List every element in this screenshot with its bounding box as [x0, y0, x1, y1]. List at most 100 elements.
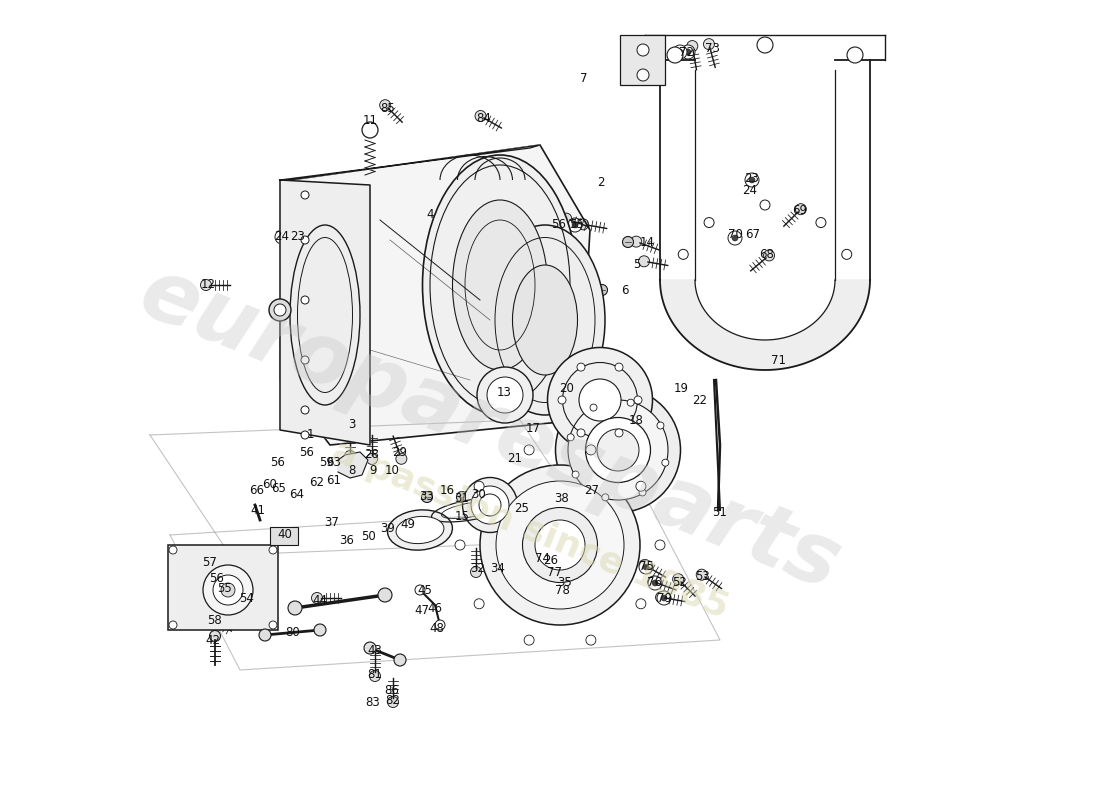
Text: 85: 85	[381, 102, 395, 114]
Circle shape	[639, 489, 646, 496]
Circle shape	[434, 620, 446, 630]
Circle shape	[279, 234, 285, 240]
Text: 63: 63	[327, 455, 341, 469]
Text: 56: 56	[210, 571, 224, 585]
Text: 37: 37	[324, 515, 340, 529]
Text: 34: 34	[491, 562, 505, 574]
Text: 46: 46	[428, 602, 442, 614]
Circle shape	[578, 219, 588, 230]
Circle shape	[586, 635, 596, 645]
Polygon shape	[338, 452, 368, 478]
Circle shape	[558, 396, 566, 404]
Circle shape	[568, 434, 574, 441]
Circle shape	[378, 588, 392, 602]
Circle shape	[634, 396, 642, 404]
Polygon shape	[280, 145, 540, 180]
Circle shape	[623, 237, 634, 247]
Circle shape	[314, 624, 326, 636]
Text: 20: 20	[560, 382, 574, 394]
Circle shape	[636, 482, 646, 491]
Text: 49: 49	[400, 518, 416, 531]
Circle shape	[637, 44, 649, 56]
Circle shape	[602, 494, 608, 501]
Text: 9: 9	[370, 463, 376, 477]
Circle shape	[696, 570, 707, 580]
Ellipse shape	[452, 200, 548, 370]
Text: 50: 50	[361, 530, 375, 543]
Circle shape	[301, 431, 309, 439]
Circle shape	[366, 454, 377, 465]
Text: 24: 24	[275, 230, 289, 243]
Text: 58: 58	[208, 614, 222, 626]
Circle shape	[816, 218, 826, 227]
Circle shape	[487, 377, 522, 413]
Circle shape	[169, 621, 177, 629]
Text: 44: 44	[312, 594, 328, 606]
Circle shape	[673, 45, 688, 59]
Text: 5: 5	[634, 258, 640, 270]
Circle shape	[728, 231, 743, 245]
Text: 57: 57	[202, 555, 218, 569]
Circle shape	[657, 422, 664, 429]
Text: 3: 3	[349, 418, 355, 431]
Circle shape	[301, 406, 309, 414]
Circle shape	[795, 204, 806, 214]
Text: 27: 27	[584, 483, 600, 497]
Text: 75: 75	[639, 561, 653, 574]
Circle shape	[704, 38, 715, 50]
Text: 52: 52	[672, 575, 688, 589]
Circle shape	[524, 445, 535, 455]
Circle shape	[536, 553, 547, 563]
Ellipse shape	[522, 507, 597, 582]
Text: 73: 73	[705, 42, 719, 54]
Ellipse shape	[396, 516, 444, 544]
Circle shape	[686, 41, 697, 51]
Circle shape	[685, 49, 691, 55]
Text: 68: 68	[760, 249, 774, 262]
Circle shape	[364, 642, 376, 654]
Text: 26: 26	[543, 554, 559, 566]
Circle shape	[243, 591, 257, 605]
Text: 61: 61	[327, 474, 341, 486]
Text: 28: 28	[364, 449, 380, 462]
Circle shape	[292, 230, 305, 244]
Text: 10: 10	[385, 463, 399, 477]
Circle shape	[200, 279, 211, 290]
Circle shape	[421, 491, 432, 502]
Ellipse shape	[213, 575, 243, 605]
Text: 53: 53	[695, 570, 711, 582]
Circle shape	[552, 218, 567, 232]
Text: 45: 45	[418, 583, 432, 597]
Bar	[270, 527, 298, 545]
Circle shape	[301, 296, 309, 304]
Circle shape	[657, 591, 671, 605]
Text: 30: 30	[472, 489, 486, 502]
Circle shape	[749, 177, 755, 183]
Text: 12: 12	[200, 278, 216, 291]
Ellipse shape	[585, 418, 650, 482]
Circle shape	[644, 564, 649, 570]
Circle shape	[627, 399, 635, 406]
Text: 60: 60	[263, 478, 277, 491]
Circle shape	[652, 580, 658, 586]
Circle shape	[654, 540, 666, 550]
Circle shape	[679, 250, 689, 259]
Circle shape	[524, 635, 535, 645]
Circle shape	[301, 356, 309, 364]
Text: 32: 32	[471, 562, 485, 574]
Text: a passion since 1985: a passion since 1985	[327, 434, 734, 626]
Circle shape	[578, 429, 585, 437]
Circle shape	[745, 173, 759, 187]
Circle shape	[732, 235, 738, 241]
Circle shape	[847, 47, 864, 63]
Text: 8: 8	[349, 463, 355, 477]
Circle shape	[596, 285, 607, 295]
Circle shape	[219, 581, 233, 595]
Circle shape	[275, 230, 289, 244]
Text: 65: 65	[272, 482, 286, 494]
Text: 55: 55	[218, 582, 232, 594]
Circle shape	[648, 576, 659, 587]
Ellipse shape	[556, 387, 681, 513]
Circle shape	[578, 363, 585, 371]
Circle shape	[540, 555, 546, 561]
